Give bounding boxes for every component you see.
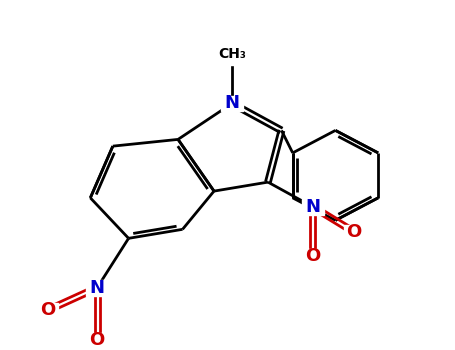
- Text: N: N: [305, 198, 320, 216]
- Bar: [87, 332, 107, 346]
- Bar: [303, 250, 323, 263]
- Bar: [221, 96, 243, 111]
- Text: O: O: [40, 301, 55, 319]
- Bar: [38, 303, 57, 317]
- Bar: [216, 43, 248, 65]
- Text: O: O: [90, 330, 105, 349]
- Bar: [302, 199, 324, 215]
- Bar: [344, 225, 363, 238]
- Text: N: N: [224, 94, 239, 112]
- Text: CH₃: CH₃: [218, 47, 246, 61]
- Bar: [86, 280, 108, 296]
- Text: O: O: [305, 247, 321, 265]
- Text: O: O: [346, 223, 361, 240]
- Text: N: N: [90, 279, 105, 297]
